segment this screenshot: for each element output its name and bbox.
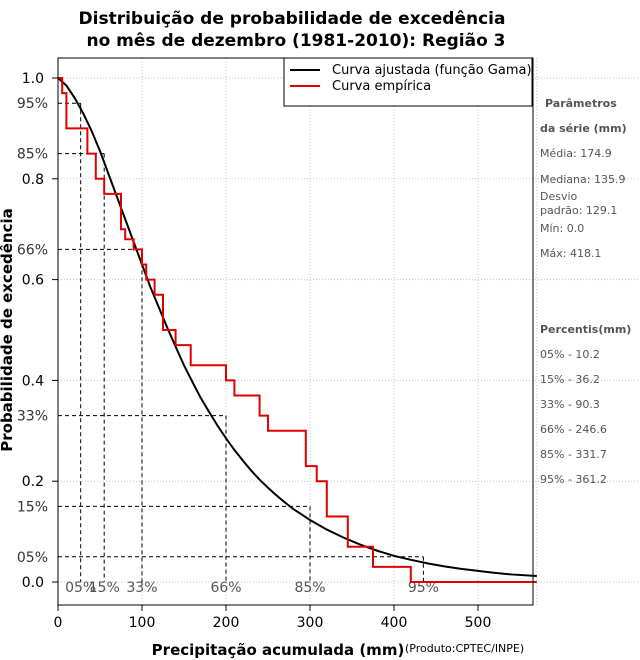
- plot-frame: [57, 57, 534, 606]
- series: [57, 77, 537, 583]
- param-value: Mediana: 135.9: [540, 173, 625, 186]
- y-axis: 0.0 0.2 0.4 0.6 0.8 1.0: [22, 71, 58, 591]
- legend-label: Curva ajustada (função Gama): [332, 63, 532, 78]
- y-tick-label: 0.2: [22, 474, 44, 490]
- ref-prob-label: 33%: [17, 409, 48, 425]
- chart-title: Distribuição de probabilidade de excedên…: [79, 9, 506, 51]
- x-tick-label: 400: [381, 615, 408, 631]
- y-tick-label: 0.8: [22, 172, 44, 188]
- y-axis-label: Probabilidade de excedência: [0, 208, 16, 452]
- title-line-1: Distribuição de probabilidade de excedên…: [79, 9, 506, 29]
- empirical-curve-line: [58, 77, 537, 583]
- ref-prob-label: 15%: [17, 499, 48, 515]
- legend: Curva ajustada (função Gama)Curva empíri…: [283, 57, 533, 107]
- legend-box: [283, 57, 533, 107]
- ref-pct-label: 33%: [126, 580, 157, 596]
- fitted-curve-line: [57, 77, 537, 577]
- y-tick-label: 0.6: [22, 273, 44, 289]
- param-value: padrão: 129.1: [540, 204, 617, 217]
- y-tick-label: 0.4: [22, 373, 44, 389]
- percentile-value: 85% - 331.7: [540, 448, 607, 461]
- ref-prob-label: 95%: [17, 96, 48, 112]
- legend-label: Curva empírica: [332, 79, 431, 94]
- ref-prob-label: 05%: [17, 550, 48, 566]
- param-value: Mín: 0.0: [540, 222, 584, 235]
- ref-pct-label: 95%: [408, 580, 439, 596]
- percentile-value: 15% - 36.2: [540, 373, 600, 386]
- x-tick-label: 500: [465, 615, 492, 631]
- credit-text: (Produto:CPTEC/INPE): [405, 642, 524, 655]
- x-axis-label: Precipitação acumulada (mm): [152, 641, 405, 659]
- x-tick-label: 100: [129, 615, 156, 631]
- ref-prob-label: 85%: [17, 147, 48, 163]
- ref-pct-label: 66%: [210, 580, 241, 596]
- param-value: Máx: 418.1: [540, 247, 601, 260]
- params-header: da série (mm): [540, 122, 627, 135]
- ref-pct-label: 85%: [294, 580, 325, 596]
- x-tick-label: 200: [213, 615, 240, 631]
- title-line-2: no mês de dezembro (1981-2010): Região 3: [86, 31, 505, 51]
- reference-lines: 05% 95% 15% 85% 33% 66% 66% 33% 85% 15% 95% 05%: [17, 96, 439, 596]
- ref-prob-label: 66%: [17, 242, 48, 258]
- percentile-value: 95% - 361.2: [540, 473, 607, 486]
- percentile-value: 33% - 90.3: [540, 398, 600, 411]
- x-tick-label: 300: [297, 615, 324, 631]
- param-value: Desvio: [540, 190, 578, 203]
- percentis-header: Percentis(mm): [540, 323, 631, 336]
- param-value: Média: 174.9: [540, 147, 612, 160]
- params-header: Parâmetros: [545, 97, 617, 110]
- side-panel: Parâmetros da série (mm) Média: 174.9 Media…: [540, 97, 631, 486]
- ref-pct-label: 05%: [65, 580, 96, 596]
- percentile-value: 66% - 246.6: [540, 423, 607, 436]
- y-tick-label: 0.0: [22, 575, 44, 591]
- x-tick-label: 0: [54, 615, 63, 631]
- ref-pct-label: 15%: [89, 580, 120, 596]
- y-tick-label: 1.0: [22, 71, 44, 87]
- x-axis: 0 100 200 300 400 500: [54, 605, 492, 631]
- percentile-value: 05% - 10.2: [540, 348, 600, 361]
